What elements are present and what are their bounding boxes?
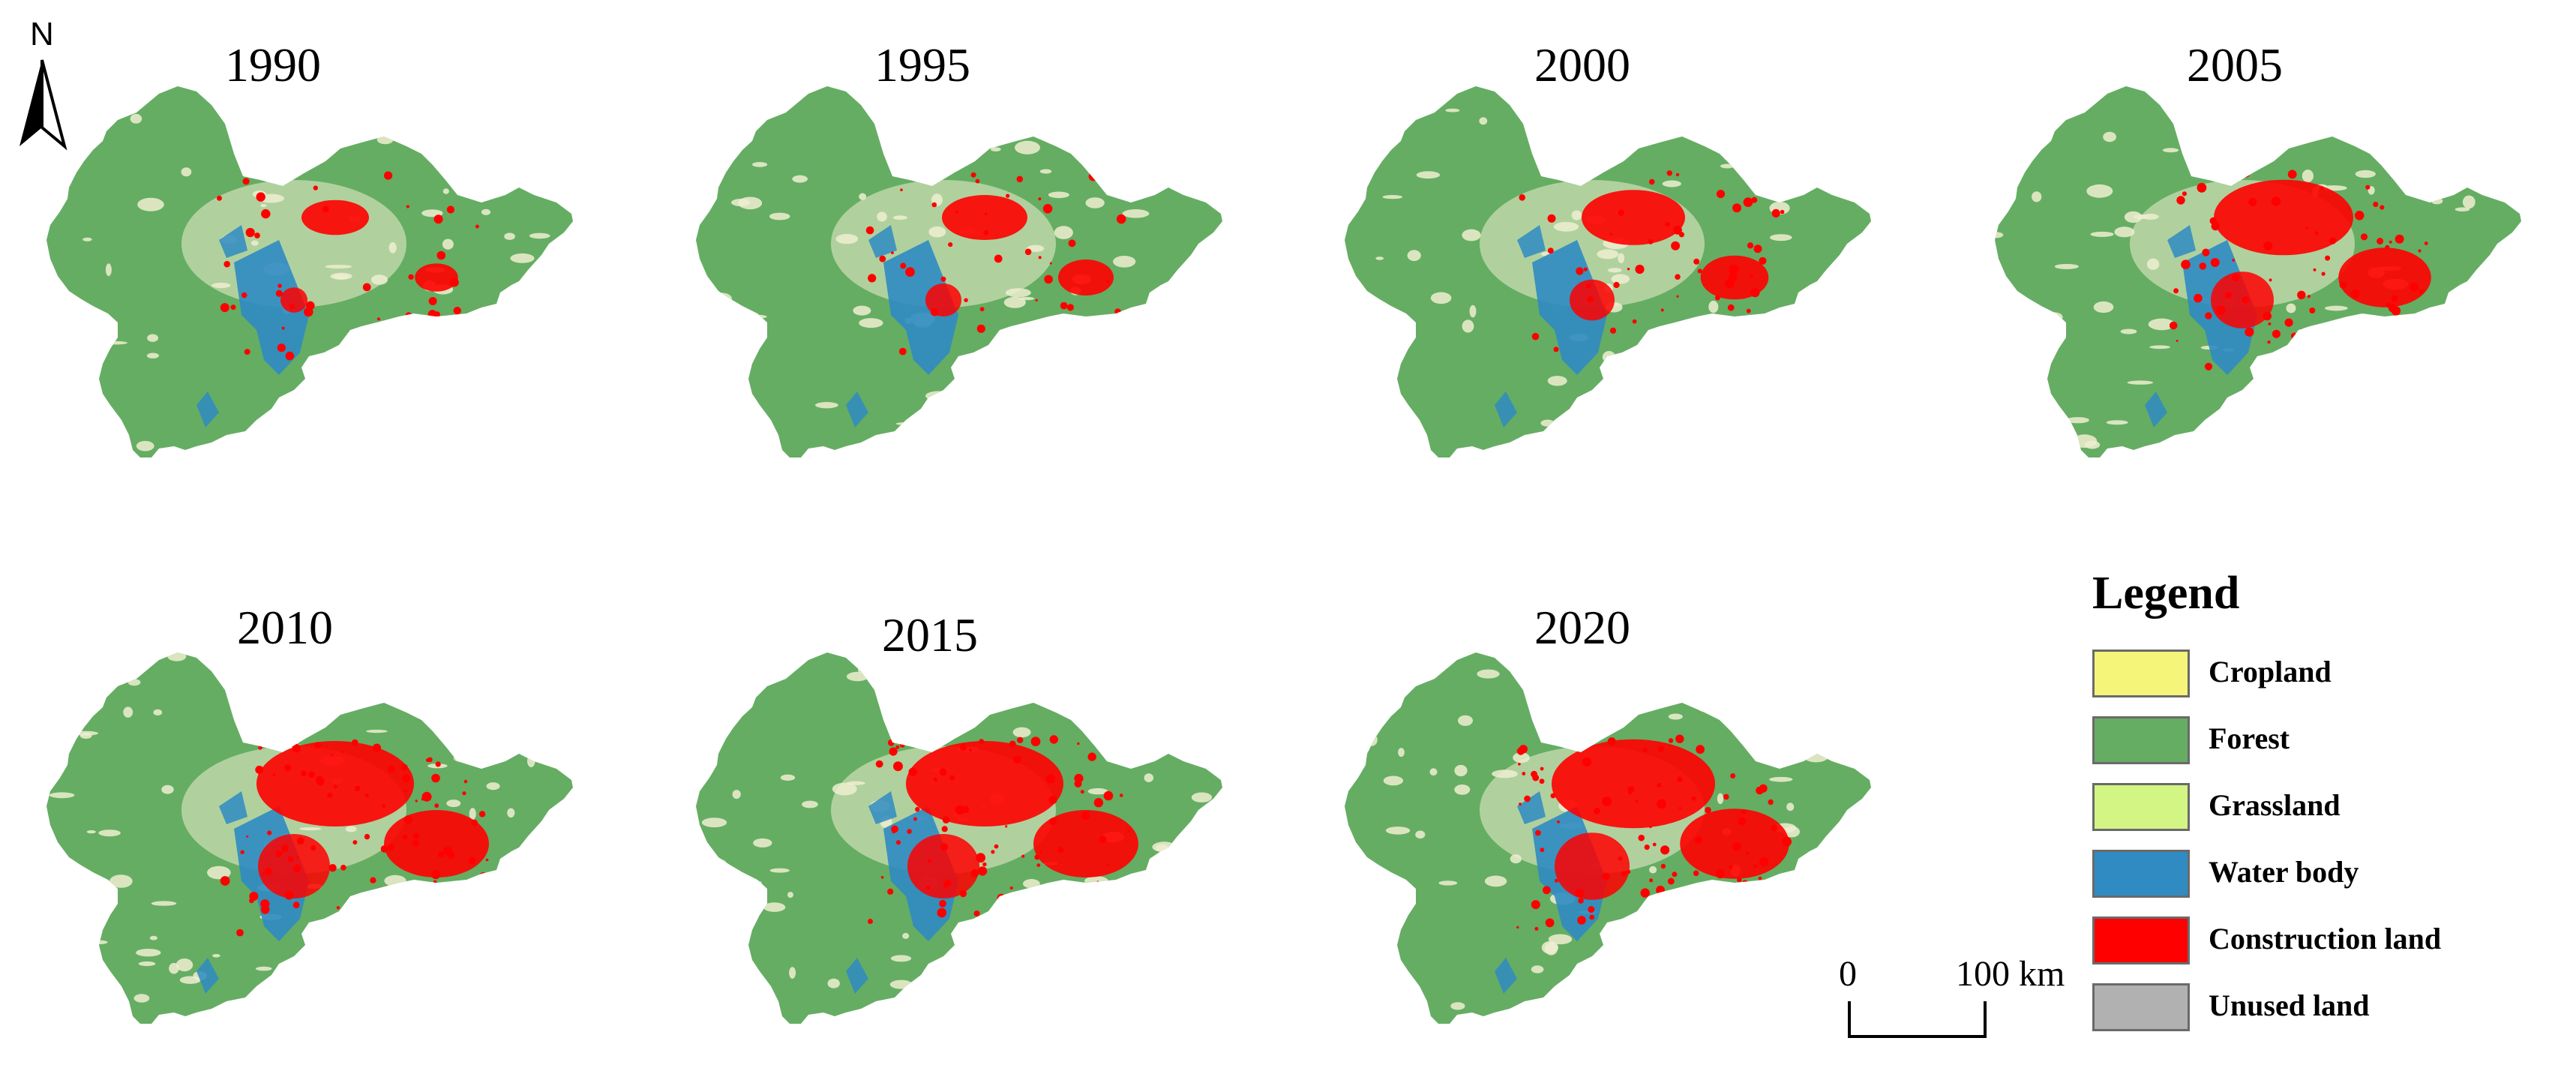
map-year-label-2010: 2010 <box>237 601 333 654</box>
legend-label-water-body: Water body <box>2209 855 2359 889</box>
legend-item-grassland: Grassland <box>2092 783 2542 836</box>
legend-item-forest: Forest <box>2092 716 2542 769</box>
legend: Legend Cropland Forest Grassland Water b… <box>2092 570 2542 1050</box>
scale-bar-start-label: 0 <box>1839 954 1857 994</box>
map-panel-2015 <box>696 652 1222 1024</box>
legend-swatch-unused-land <box>2092 983 2190 1031</box>
legend-label-grassland: Grassland <box>2209 788 2341 822</box>
legend-swatch-construction-land <box>2092 916 2190 964</box>
map-panel-2010 <box>46 652 573 1024</box>
map-year-label-2000: 2000 <box>1534 38 1630 92</box>
map-year-label-2020: 2020 <box>1534 601 1630 654</box>
map-panel-1990 <box>46 86 573 458</box>
map-year-label-2015: 2015 <box>882 608 978 662</box>
map-panel-2005 <box>1995 86 2521 458</box>
legend-item-cropland: Cropland <box>2092 650 2542 702</box>
legend-label-cropland: Cropland <box>2209 655 2332 688</box>
north-arrow-icon <box>19 59 67 151</box>
map-panel-1995 <box>696 86 1222 458</box>
legend-item-construction-land: Construction land <box>2092 916 2542 969</box>
map-year-label-2005: 2005 <box>2187 38 2283 92</box>
legend-swatch-cropland <box>2092 650 2190 698</box>
map-panel-2020 <box>1345 652 1871 1024</box>
legend-label-unused-land: Unused land <box>2209 988 2370 1022</box>
legend-label-forest: Forest <box>2209 722 2290 755</box>
scale-bar <box>1848 1001 1987 1038</box>
legend-item-unused-land: Unused land <box>2092 983 2542 1036</box>
map-year-label-1990: 1990 <box>225 38 321 92</box>
legend-label-construction-land: Construction land <box>2209 922 2442 956</box>
legend-title: Legend <box>2092 568 2240 619</box>
legend-swatch-forest <box>2092 716 2190 764</box>
north-arrow-label: N <box>30 16 54 52</box>
legend-swatch-grassland <box>2092 783 2190 831</box>
scale-bar-end-label: 100 km <box>1956 954 2065 994</box>
legend-swatch-water-body <box>2092 850 2190 898</box>
legend-item-water-body: Water body <box>2092 850 2542 902</box>
map-year-label-1995: 1995 <box>874 38 970 92</box>
map-panel-2000 <box>1345 86 1871 458</box>
